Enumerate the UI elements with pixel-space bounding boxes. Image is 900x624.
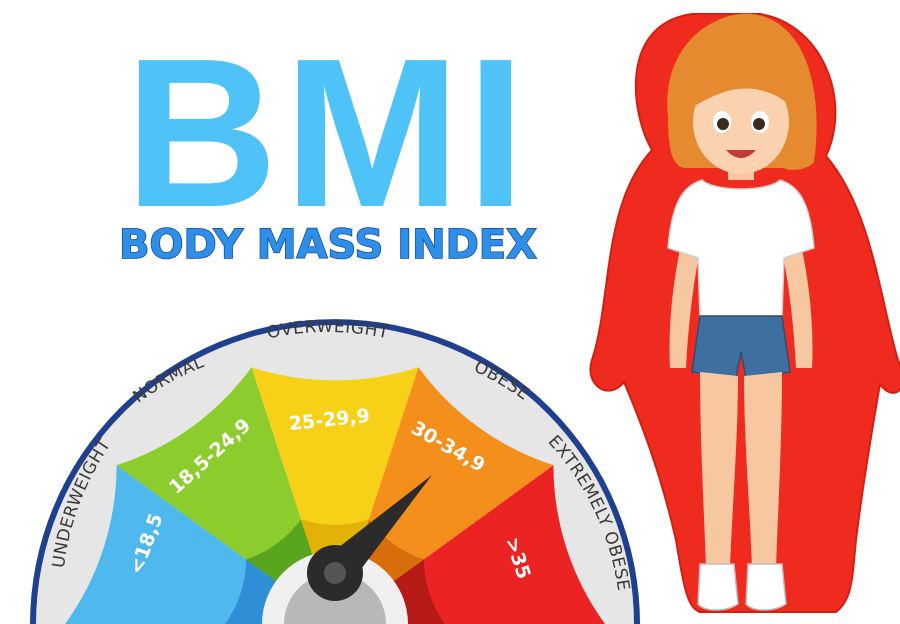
- left-pupil: [717, 118, 729, 130]
- left-shoe: [697, 563, 739, 611]
- gauge-segment: [251, 367, 419, 561]
- t-shirt: [667, 179, 815, 319]
- gauge-segment: [356, 367, 554, 583]
- face: [693, 70, 789, 174]
- gauge-needle-cap: [324, 562, 346, 584]
- right-leg: [744, 372, 782, 568]
- shorts: [691, 315, 791, 379]
- page-title: BMI: [125, 14, 532, 251]
- bangs: [694, 56, 794, 108]
- right-pupil: [753, 118, 765, 130]
- gauge-segment: [391, 465, 605, 624]
- right-shoe: [745, 563, 787, 611]
- mouth: [726, 150, 756, 158]
- page-subtitle: BODY MASS INDEX: [119, 222, 537, 268]
- left-arm: [669, 232, 700, 368]
- right-arm: [782, 232, 813, 368]
- gauge-segment: [65, 465, 279, 624]
- girl-figure-icon: [589, 13, 900, 613]
- gauge-segment: [116, 367, 314, 583]
- left-leg: [700, 372, 738, 568]
- bmi-gauge: UNDERWEIGHT NORMAL OVERWEIGHT OBESE EXTR…: [30, 317, 640, 624]
